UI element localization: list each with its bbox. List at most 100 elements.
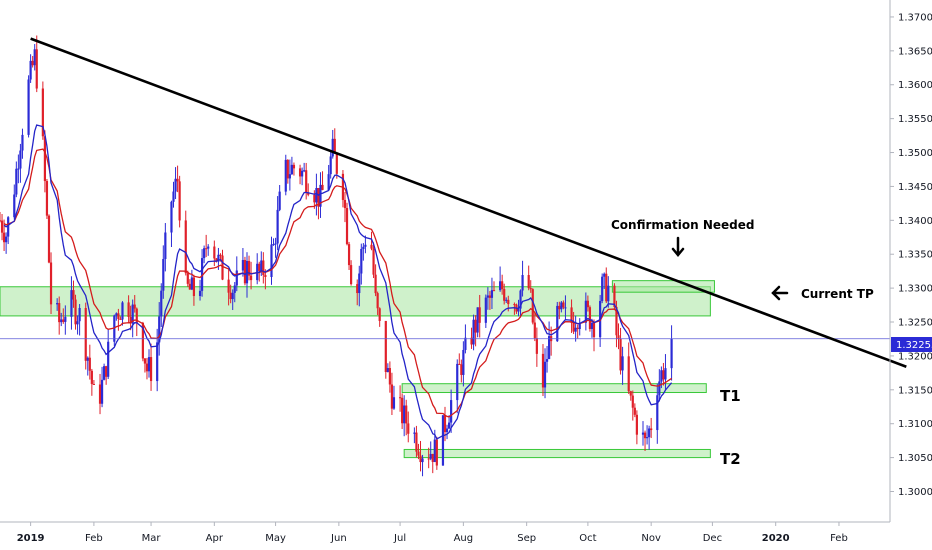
candle xyxy=(286,159,289,184)
candle xyxy=(656,383,659,444)
candle xyxy=(570,299,573,333)
candle-body xyxy=(190,277,193,290)
candle xyxy=(335,151,338,179)
candle-body xyxy=(305,170,308,193)
candle-body xyxy=(531,289,534,323)
candle xyxy=(617,323,620,350)
candle-body xyxy=(319,184,322,207)
candle-body xyxy=(462,349,465,375)
candle-body xyxy=(499,281,502,291)
candle-body xyxy=(198,290,202,297)
candle-body xyxy=(488,295,492,298)
candle-body xyxy=(472,319,475,345)
candle xyxy=(492,281,496,292)
candle-body xyxy=(586,300,589,308)
candle xyxy=(249,261,253,290)
current-tp-label: Current TP xyxy=(801,287,874,301)
candle xyxy=(21,128,24,159)
candle xyxy=(276,196,279,251)
candle xyxy=(319,172,322,218)
candle xyxy=(441,415,445,466)
candle-body xyxy=(358,273,361,294)
candle xyxy=(188,279,191,290)
y-tick-label: 1.33500 xyxy=(898,250,932,261)
candle xyxy=(592,319,596,352)
candle-body xyxy=(0,220,2,222)
candle-body xyxy=(378,308,381,321)
y-tick-label: 1.37000 xyxy=(898,12,932,23)
x-tick-label: 2020 xyxy=(762,533,790,544)
candle xyxy=(129,305,132,331)
candle-body xyxy=(435,439,438,466)
candle xyxy=(86,356,89,376)
candle xyxy=(603,272,606,290)
candle xyxy=(60,312,63,327)
candle xyxy=(113,314,116,346)
t2-label: T2 xyxy=(720,450,741,468)
candle xyxy=(456,359,459,414)
candle-body xyxy=(229,292,232,300)
t1-label: T1 xyxy=(720,387,741,405)
candle xyxy=(635,410,638,445)
candle-body xyxy=(398,397,402,399)
candle-body xyxy=(315,188,318,203)
candle-body xyxy=(56,303,59,305)
candle xyxy=(176,165,179,193)
candle-body xyxy=(413,432,416,434)
candle xyxy=(629,390,632,401)
candle xyxy=(170,200,173,248)
candle-body xyxy=(301,170,304,177)
candle-body xyxy=(149,357,153,382)
candle xyxy=(198,279,202,301)
candle-body xyxy=(501,281,504,290)
candle xyxy=(560,301,563,313)
candle xyxy=(605,267,608,303)
candle-body xyxy=(241,259,245,271)
candle-body xyxy=(486,295,489,298)
candle-body xyxy=(243,259,247,284)
candle xyxy=(103,363,106,381)
candle xyxy=(405,399,408,436)
candle-body xyxy=(535,338,538,354)
candle xyxy=(415,425,418,458)
candle-body xyxy=(100,379,104,404)
candle xyxy=(521,260,524,297)
candle-body xyxy=(529,288,532,290)
candle-body xyxy=(543,361,547,388)
candle-body xyxy=(658,381,661,396)
candle-body xyxy=(317,188,320,207)
candle-body xyxy=(184,220,187,274)
candle xyxy=(417,443,420,460)
candle xyxy=(388,361,391,393)
candle-body xyxy=(58,303,61,323)
candle xyxy=(35,35,38,93)
candle-body xyxy=(29,60,32,80)
candle-body xyxy=(290,164,294,175)
candle xyxy=(390,372,394,416)
y-tick-label: 1.33000 xyxy=(898,284,932,295)
candle-body xyxy=(133,304,136,309)
candle xyxy=(164,223,167,272)
candle-body xyxy=(476,307,479,333)
candle-body xyxy=(441,415,445,466)
candle xyxy=(478,294,481,338)
candle xyxy=(401,393,404,430)
candle xyxy=(574,315,577,342)
candle-body xyxy=(660,370,663,382)
candle-body xyxy=(215,258,218,262)
candle xyxy=(47,214,51,264)
candle-body xyxy=(270,244,273,277)
candle xyxy=(360,243,363,285)
candle-body xyxy=(656,395,659,431)
candle-body xyxy=(33,49,36,66)
candle xyxy=(470,327,473,349)
candle-body xyxy=(35,49,38,89)
candle xyxy=(503,283,506,305)
candle-body xyxy=(45,181,49,216)
candle xyxy=(190,269,193,291)
zone-current-tp xyxy=(611,280,715,293)
candle-body xyxy=(278,191,281,210)
candle xyxy=(131,299,134,338)
candle xyxy=(78,304,81,336)
candle xyxy=(588,305,592,332)
